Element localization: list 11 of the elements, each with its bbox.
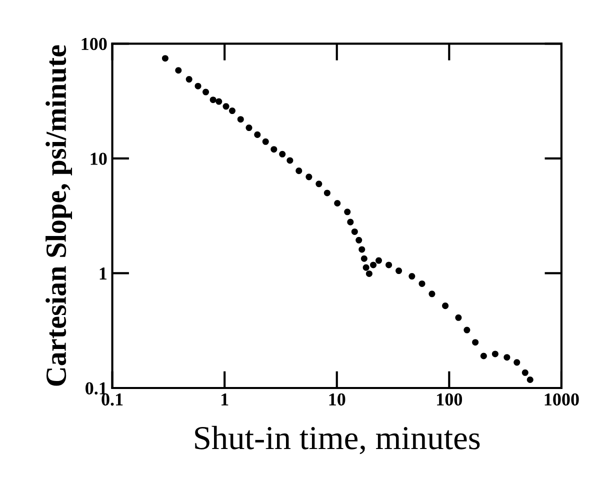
x-axis-title: Shut-in time, minutes: [195, 426, 480, 454]
y-tick-label: 100: [82, 38, 107, 50]
x-tick-label: 1: [222, 393, 228, 406]
y-tick-label: 0.1: [86, 382, 106, 395]
y-tick-label: 1: [100, 268, 106, 280]
x-tick-label: 10: [329, 393, 346, 406]
x-tick-label: 100: [437, 393, 462, 406]
y-tick-label: 10: [90, 152, 107, 165]
x-tick-label: 0.1: [102, 393, 123, 406]
y-axis-title: Cartesian Slope, psi/minute: [46, 45, 72, 386]
x-tick-label: 1000: [544, 393, 579, 406]
